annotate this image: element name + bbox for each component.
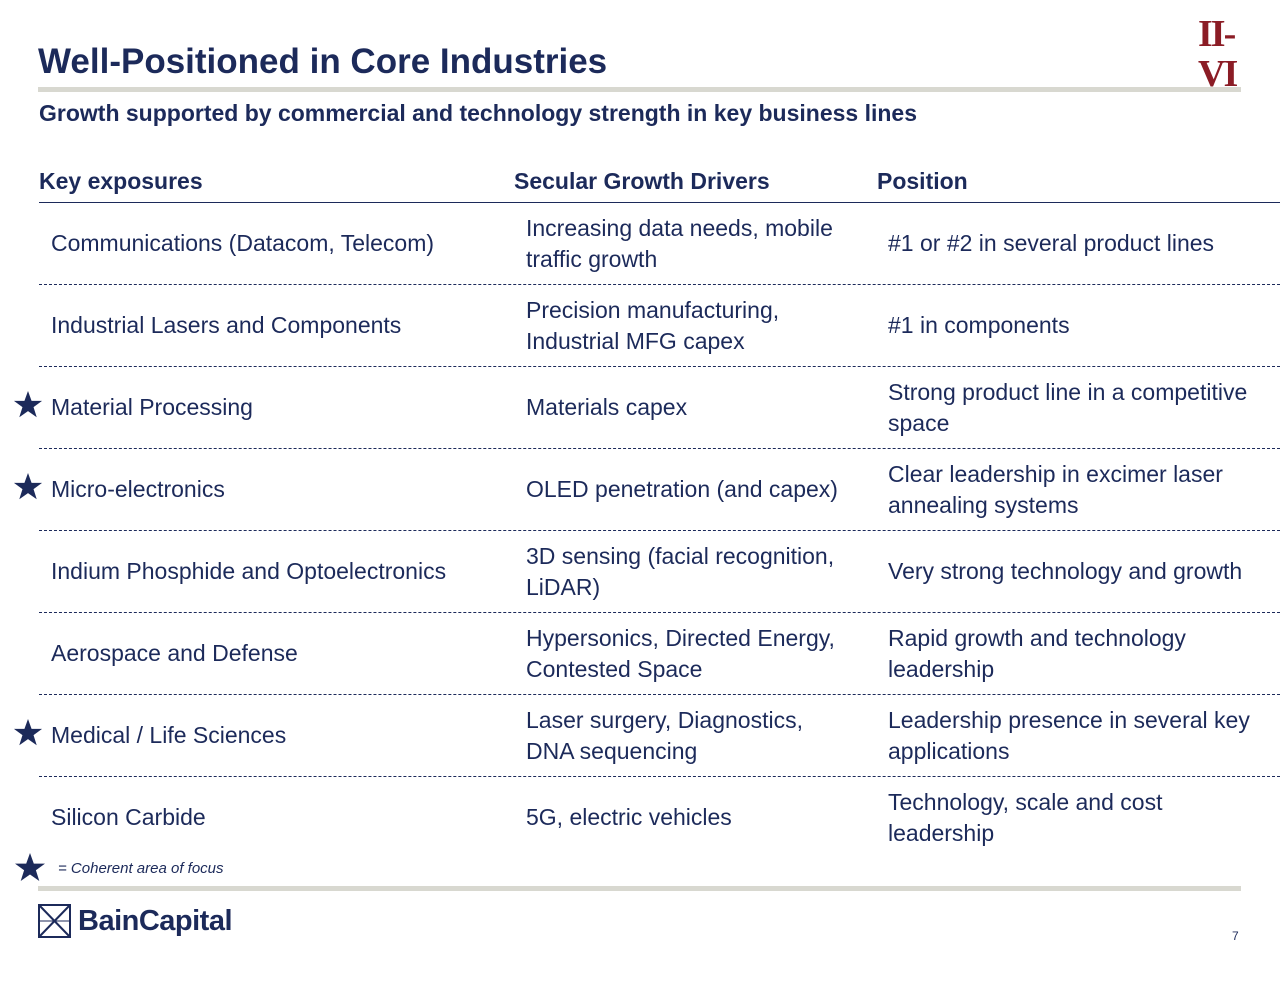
growth-driver-cell: Laser surgery, Diagnostics, DNA sequenci… [526,706,803,764]
exposures-table: Key exposures Secular Growth Drivers Pos… [0,160,1280,858]
star-icon [13,471,43,503]
growth-driver-cell: 3D sensing (facial recognition, LiDAR) [526,542,835,600]
bain-capital-wordmark: BainCapital [78,905,233,937]
growth-driver-cell: OLED penetration (and capex) [526,476,838,502]
footer-divider [38,886,1241,891]
position-cell: Leadership presence in several key appli… [888,706,1250,764]
header-key-exposures: Key exposures [39,168,203,194]
table-row: Micro-electronics OLED penetration (and c… [13,449,1280,531]
table-row: Industrial Lasers and Components Precisio… [39,285,1280,367]
table-row: Medical / Life Sciences Laser surgery, Di… [13,695,1280,777]
page-title: Well-Positioned in Core Industries [38,42,608,81]
bain-capital-mark-icon [38,904,71,938]
star-icon [13,717,43,749]
table-row: Communications (Datacom, Telecom) Increas… [39,203,1280,285]
exposure-cell: Industrial Lasers and Components [51,312,402,338]
growth-driver-cell: 5G, electric vehicles [526,804,732,830]
position-cell: Strong product line in a competitive spa… [888,378,1248,436]
table-row: Indium Phosphide and Optoelectronics 3D s… [39,531,1280,613]
star-icon [13,389,43,421]
position-cell: Rapid growth and technology leadership [888,624,1186,682]
exposure-cell: Indium Phosphide and Optoelectronics [51,558,447,584]
exposure-cell: Material Processing [51,394,253,420]
bain-capital-logo: BainCapital [38,903,248,939]
growth-driver-cell: Hypersonics, Directed Energy, Contested … [526,624,835,682]
growth-driver-cell: Increasing data needs, mobile traffic gr… [526,214,833,272]
exposure-cell: Communications (Datacom, Telecom) [51,230,435,256]
ii-vi-logo: II-VI [1198,13,1238,95]
position-cell: Clear leadership in excimer laser anneal… [888,460,1223,518]
legend: = Coherent area of focus [14,852,254,884]
legend-text: = Coherent area of focus [58,860,224,877]
exposure-cell: Aerospace and Defense [51,640,298,666]
header-growth-drivers: Secular Growth Drivers [514,168,770,194]
position-cell: Very strong technology and growth [888,558,1243,584]
table-header: Key exposures Secular Growth Drivers Pos… [39,160,1280,203]
title-divider [38,87,1241,92]
exposure-cell: Medical / Life Sciences [51,722,287,748]
header-position: Position [877,168,968,194]
page-number: 7 [1232,929,1239,943]
exposure-cell: Micro-electronics [51,476,225,502]
star-icon [15,853,45,881]
position-cell: Technology, scale and cost leadership [888,788,1163,846]
growth-driver-cell: Precision manufacturing, Industrial MFG … [526,296,780,354]
table-row: Material Processing Materials capex Strong… [13,367,1280,449]
table-row: Aerospace and Defense Hypersonics, Direct… [39,613,1280,695]
growth-driver-cell: Materials capex [526,394,688,420]
position-cell: #1 in components [888,312,1070,338]
position-cell: #1 or #2 in several product lines [888,230,1215,256]
exposure-cell: Silicon Carbide [51,804,206,830]
table-row: Silicon Carbide 5G, electric vehicles Tech… [39,777,1280,858]
page-subtitle: Growth supported by commercial and techn… [39,100,918,126]
